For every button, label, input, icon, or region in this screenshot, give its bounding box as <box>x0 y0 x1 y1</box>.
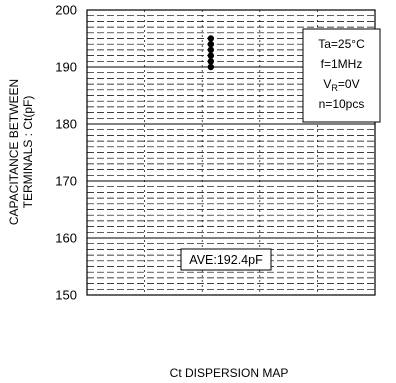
data-point <box>207 46 215 54</box>
y-tick-label: 190 <box>55 60 77 75</box>
condition-count: n=10pcs <box>319 97 365 111</box>
chart-caption: Ct DISPERSION MAP <box>170 366 289 380</box>
y-tick-label: 160 <box>55 231 77 246</box>
conditions-box: Ta=25°C f=1MHz VR=0V n=10pcs <box>302 28 381 123</box>
data-points <box>207 35 215 71</box>
y-tick-label: 150 <box>55 288 77 303</box>
condition-ta: Ta=25°C <box>318 37 365 51</box>
data-point <box>207 52 215 59</box>
y-axis-title-line-2: TERMINALS : Ct(pF) <box>21 96 35 209</box>
data-point <box>207 41 215 48</box>
plot-frame <box>86 9 376 296</box>
condition-vr: VR=0V <box>323 77 359 93</box>
data-point <box>207 35 215 42</box>
y-axis: 150 160 170 180 190 200 <box>55 3 77 303</box>
condition-vr-main: V <box>323 77 331 91</box>
condition-vr-rest: =0V <box>338 77 360 91</box>
y-tick-label: 170 <box>55 174 77 189</box>
data-point <box>207 58 215 65</box>
y-axis-title-line-1: CAPACITANCE BETWEEN <box>7 79 21 225</box>
y-axis-title: CAPACITANCE BETWEEN TERMINALS : Ct(pF) <box>7 79 35 225</box>
y-tick-label: 180 <box>55 117 77 132</box>
average-label: AVE:192.4pF <box>189 253 263 267</box>
condition-frequency: f=1MHz <box>321 57 363 71</box>
data-point <box>207 63 215 71</box>
condition-vr-sub: R <box>331 83 338 93</box>
average-box: AVE:192.4pF <box>180 248 272 271</box>
y-tick-label: 200 <box>55 3 77 18</box>
